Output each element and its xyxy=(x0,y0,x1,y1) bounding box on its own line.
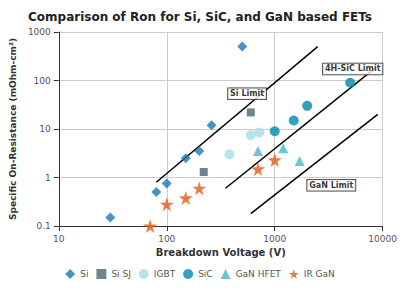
svg-text:100: 100 xyxy=(158,234,175,244)
svg-text:GaN Limit: GaN Limit xyxy=(309,181,353,190)
svg-text:10: 10 xyxy=(53,234,65,244)
svg-text:IR GaN: IR GaN xyxy=(304,269,335,279)
svg-text:10: 10 xyxy=(39,124,51,134)
svg-text:SiC: SiC xyxy=(198,269,213,279)
svg-text:Si SJ: Si SJ xyxy=(111,269,130,279)
svg-text:Si Limit: Si Limit xyxy=(230,89,264,98)
svg-text:GaN HFET: GaN HFET xyxy=(236,269,282,279)
svg-text:100: 100 xyxy=(34,76,51,86)
svg-text:Comparison of Ron for Si, SiC,: Comparison of Ron for Si, SiC, and GaN b… xyxy=(28,10,372,24)
svg-text:Si: Si xyxy=(80,269,88,279)
svg-text:1000: 1000 xyxy=(263,234,286,244)
svg-text:Breakdown Voltage (V): Breakdown Voltage (V) xyxy=(156,247,286,258)
svg-text:10000: 10000 xyxy=(368,234,397,244)
svg-text:Specific On-Resistance (mOhm-c: Specific On-Resistance (mOhm-cm²) xyxy=(8,38,18,220)
svg-text:1000: 1000 xyxy=(28,27,51,37)
svg-text:IGBT: IGBT xyxy=(154,269,176,279)
svg-text:1: 1 xyxy=(45,173,51,183)
svg-text:4H-SiC Limit: 4H-SiC Limit xyxy=(325,64,381,73)
svg-text:0.1: 0.1 xyxy=(36,221,50,231)
